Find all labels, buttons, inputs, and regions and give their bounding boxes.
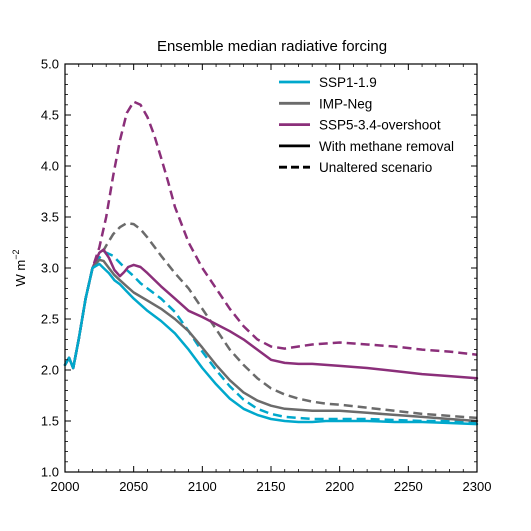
- legend-label-ssp5-3-4-overshoot: SSP5-3.4-overshoot: [319, 118, 441, 133]
- legend-label-imp-neg: IMP-Neg: [319, 96, 372, 111]
- y-tick-label: 4.5: [41, 108, 59, 123]
- y-tick-label: 2.0: [41, 363, 59, 378]
- legend-label-unaltered-scenario: Unaltered scenario: [319, 160, 432, 175]
- series-line-imp-neg-unaltered: [63, 221, 478, 420]
- legend: SSP1-1.9 IMP-Neg SSP5-3.4-overshoot With me…: [279, 75, 454, 175]
- y-tick-label: 2.5: [41, 312, 59, 327]
- x-tick-label: 2150: [257, 479, 286, 494]
- series-layer: [63, 100, 479, 426]
- y-tick-label: 3.5: [41, 210, 59, 225]
- y-tick-label: 5.0: [41, 57, 59, 72]
- y-axis-label: W m−2: [11, 250, 28, 287]
- series-line-imp-neg-methane-removal: [63, 258, 479, 423]
- x-tick-label: 2100: [188, 479, 217, 494]
- plot-frame: [64, 63, 478, 473]
- x-tick-label: 2300: [463, 479, 492, 494]
- series-line-ssp1-1-9-methane-removal: [63, 262, 479, 426]
- y-axis-label-exponent: −2: [11, 250, 21, 260]
- x-tick-label: 2050: [119, 479, 148, 494]
- legend-label-ssp1-1-9: SSP1-1.9: [319, 75, 377, 90]
- x-tick-label: 2200: [325, 479, 354, 494]
- x-tick-label: 2000: [51, 479, 80, 494]
- x-tick-label: 2250: [394, 479, 423, 494]
- y-axis-label-unit: W m: [13, 260, 28, 287]
- y-tick-label: 1.0: [41, 465, 59, 480]
- y-tick-label: 1.5: [41, 414, 59, 429]
- y-tick-label: 4.0: [41, 159, 59, 174]
- series-line-ssp5-3-4-overshoot-unaltered: [63, 100, 478, 370]
- ticks-layer: 2000 2050 2100 2150 2200 2250 2300 1.0 1.5 2.0 2.5…: [41, 57, 492, 495]
- legend-label-with-methane-removal: With methane removal: [319, 139, 454, 154]
- series-line-ssp1-1-9-unaltered: [63, 251, 478, 424]
- chart-title: Ensemble median radiative forcing: [157, 38, 387, 55]
- series-line-ssp5-3-4-overshoot-methane-removal: [63, 248, 479, 380]
- y-tick-label: 3.0: [41, 261, 59, 276]
